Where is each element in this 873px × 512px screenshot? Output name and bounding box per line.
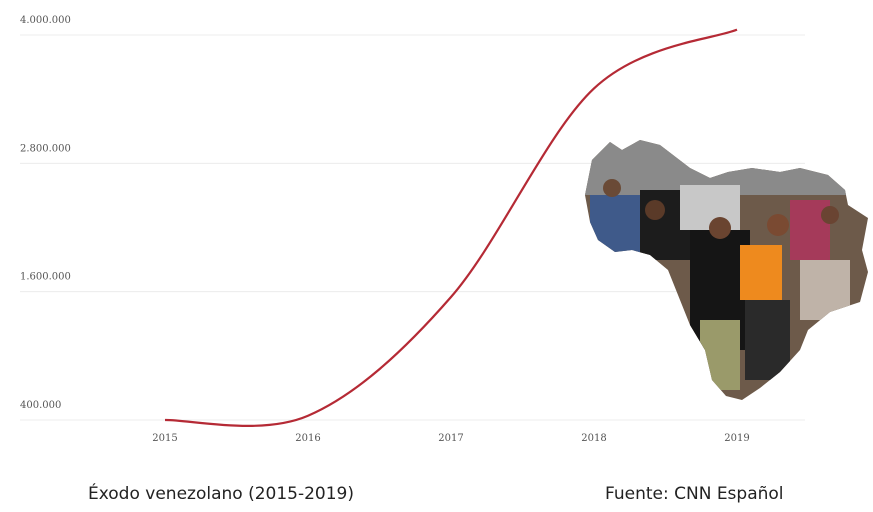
x-tick-label: 2016 — [295, 433, 320, 444]
source-credit: Fuente: CNN Español — [605, 484, 784, 504]
chart-caption: Éxodo venezolano (2015-2019) — [88, 484, 354, 504]
x-tick-label: 2015 — [152, 433, 177, 444]
gridlines — [20, 34, 805, 421]
venezuela-map-migrants-photo — [585, 140, 868, 400]
x-tick-label: 2019 — [724, 433, 749, 444]
x-axis-ticks: 2015 2016 2017 2018 2019 — [152, 433, 749, 444]
y-tick-label: 4.000.000 — [20, 15, 71, 26]
y-axis-ticks: 400.000 1.600.000 2.800.000 4.000.000 — [20, 15, 71, 411]
x-tick-label: 2018 — [581, 433, 606, 444]
x-tick-label: 2017 — [438, 433, 463, 444]
series-line — [164, 28, 738, 427]
y-tick-label: 400.000 — [20, 400, 61, 411]
y-tick-label: 2.800.000 — [20, 143, 71, 154]
y-tick-label: 1.600.000 — [20, 272, 71, 283]
